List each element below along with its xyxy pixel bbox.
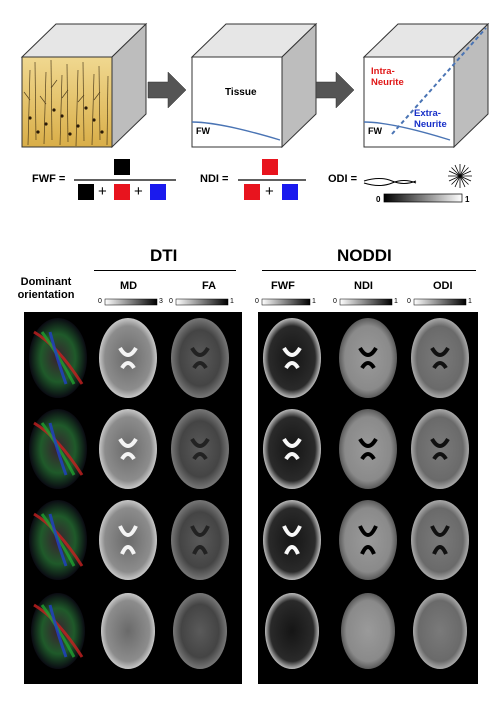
ventricle — [282, 525, 302, 555]
brain-slice-odi — [411, 500, 469, 580]
fiber-tract — [33, 421, 84, 476]
brain-slice-md — [99, 318, 157, 398]
fwf-equation-label: FWF = — [32, 173, 66, 185]
intra-label-line-1: Intra- — [371, 66, 395, 77]
intra-neurite-label: Intra- Neurite — [371, 66, 404, 88]
model-illustration — [20, 22, 490, 203]
column-header-fa: FA — [202, 280, 217, 292]
tissue-label: Tissue — [225, 87, 257, 98]
brain-slice-fa — [173, 593, 227, 669]
ventricle — [190, 437, 210, 461]
fa-scale-min: 0 — [169, 298, 173, 305]
plus-sign: + — [98, 183, 107, 200]
brain-slice-odi — [411, 318, 469, 398]
dti-title: DTI — [150, 246, 178, 265]
fw-label: FW — [368, 126, 382, 136]
tissue-fw-cube — [190, 22, 318, 149]
ventricle — [118, 437, 138, 461]
fiber-tract — [33, 330, 84, 385]
dominant-label-line-1: Dominant — [20, 276, 72, 288]
dti-underline — [94, 270, 236, 271]
compartment-cube — [362, 22, 490, 149]
fiber-tract — [33, 603, 84, 658]
brain-slice-ndi — [339, 318, 397, 398]
ndi-formula — [238, 159, 306, 200]
fiber-tract — [48, 331, 68, 385]
extra-label-line-2: Neurite — [414, 119, 447, 130]
column-header-odi: ODI — [433, 280, 453, 292]
brain-slice-grid — [29, 318, 469, 669]
brain-slice-fwf — [263, 409, 321, 489]
brain-slice-fwf — [265, 593, 319, 669]
odi-equation-label: ODI = — [328, 173, 358, 185]
brain-slice-fa — [171, 318, 229, 398]
colorbar-fa — [175, 298, 229, 306]
ndi-equation-label: NDI = — [200, 173, 229, 185]
fw-label: FW — [196, 126, 210, 136]
dominant-label-line-2: orientation — [17, 289, 75, 301]
extra-neurite-label: Extra- Neurite — [414, 108, 447, 130]
ventricle — [430, 346, 450, 370]
brain-slice-odi — [411, 409, 469, 489]
brain-slice-ndi — [341, 593, 395, 669]
brain-slice-md — [99, 409, 157, 489]
ventricle — [430, 525, 450, 555]
ndi-scale-max: 1 — [394, 298, 398, 305]
brain-slice-fa — [171, 500, 229, 580]
dominant-orientation-label: Dominant orientation — [14, 276, 78, 302]
brain-slice-fwf — [263, 500, 321, 580]
brain-slice-md — [101, 593, 155, 669]
column-header-ndi: NDI — [354, 280, 373, 292]
ventricle — [190, 525, 210, 555]
column-header-md: MD — [120, 280, 138, 292]
colorbar-ndi — [339, 298, 393, 306]
brain-slice-ndi — [339, 500, 397, 580]
odi-formula — [363, 164, 472, 203]
md-scale-max: 3 — [159, 298, 163, 305]
brain-slice-fwf — [263, 318, 321, 398]
md-scale-min: 0 — [98, 298, 102, 305]
ndi-scale-min: 0 — [333, 298, 337, 305]
ventricle — [282, 437, 302, 461]
brain-slice-ndi — [339, 409, 397, 489]
ventricle — [282, 346, 302, 370]
colorbar-fwf — [261, 298, 311, 306]
brain-slice-fa — [171, 409, 229, 489]
fa-scale-max: 1 — [230, 298, 234, 305]
fwf-scale-min: 0 — [255, 298, 259, 305]
column-header-fwf: FWF — [271, 280, 295, 292]
odi-scale-min: 0 — [376, 195, 381, 204]
ventricle — [358, 346, 378, 370]
fwf-formula — [74, 159, 176, 200]
fwf-scale-max: 1 — [312, 298, 316, 305]
fiber-tract — [48, 604, 68, 658]
noddi-title: NODDI — [337, 246, 392, 265]
brain-slice-odi — [413, 593, 467, 669]
histology-cube — [20, 22, 148, 149]
arrow-icon — [147, 71, 187, 109]
ventricle — [118, 525, 138, 555]
extra-label-line-1: Extra- — [414, 108, 441, 119]
ventricle — [190, 346, 210, 370]
fiber-tract — [48, 513, 68, 567]
noddi-underline — [262, 270, 476, 271]
fiber-tract — [33, 512, 84, 567]
ventricle — [118, 346, 138, 370]
ventricle — [358, 525, 378, 555]
ventricle — [358, 437, 378, 461]
fiber-tract — [48, 422, 68, 476]
colorbars — [104, 298, 467, 306]
plus-sign: + — [134, 183, 143, 200]
brain-slice-md — [99, 500, 157, 580]
odi-scale-min-panel: 0 — [407, 298, 411, 305]
plus-sign: + — [265, 183, 274, 200]
intra-label-line-2: Neurite — [371, 77, 404, 88]
colorbar-odi — [413, 298, 467, 306]
dispersion-icon — [448, 164, 472, 188]
odi-scale-max-panel: 1 — [468, 298, 472, 305]
arrow-icon — [315, 71, 355, 109]
colorbar-md — [104, 298, 158, 306]
odi-scale-max: 1 — [465, 195, 470, 204]
ventricle — [430, 437, 450, 461]
